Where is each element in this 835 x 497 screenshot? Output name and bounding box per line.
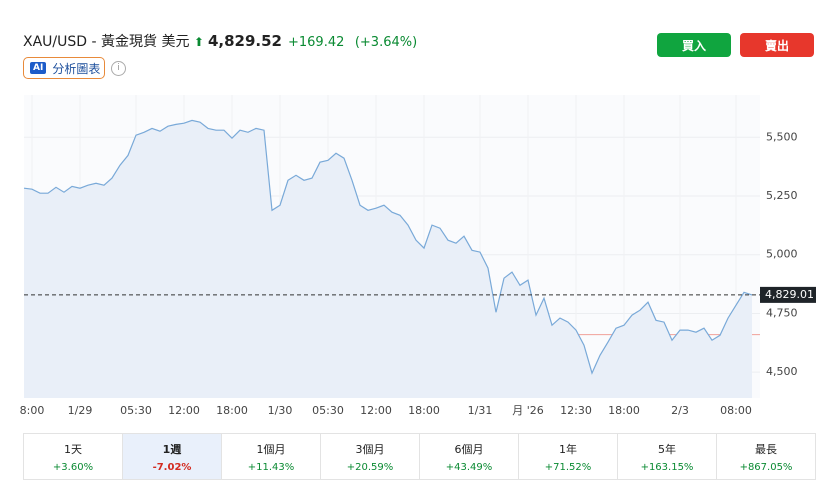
x-tick-label: 8:00 [20, 404, 45, 417]
period-tab[interactable]: 5年 +163.15% [618, 434, 717, 479]
x-tick-label: 1/31 [468, 404, 493, 417]
period-tab[interactable]: 1個月 +11.43% [222, 434, 321, 479]
symbol: XAU/USD - 黃金現貨 美元 [23, 34, 190, 50]
period-tab[interactable]: 6個月 +43.49% [420, 434, 519, 479]
period-change: +867.05% [739, 461, 793, 473]
period-change: +20.59% [346, 461, 394, 473]
buy-button[interactable]: 買入 [657, 33, 731, 57]
period-tab[interactable]: 最長 +867.05% [717, 434, 815, 479]
period-change: +71.52% [544, 461, 592, 473]
period-label: 1年 [559, 442, 577, 456]
period-tab[interactable]: 1天 +3.60% [24, 434, 123, 479]
x-tick-label: 1/30 [268, 404, 293, 417]
area [24, 120, 752, 399]
x-tick-label: 18:00 [608, 404, 640, 417]
x-tick-label: 12:00 [360, 404, 392, 417]
x-tick-label: 月 '26 [512, 404, 544, 417]
current-price-label: 4,829.01 [765, 288, 814, 301]
period-tab[interactable]: 1週 -7.02% [123, 434, 222, 479]
period-label: 1週 [162, 442, 182, 456]
period-label: 3個月 [355, 442, 385, 456]
ai-icon: AI [30, 62, 47, 74]
period-label: 6個月 [454, 442, 484, 456]
ai-button[interactable]: AI 分析圖表 [23, 57, 105, 79]
y-tick-label: 5,500 [766, 130, 798, 143]
change: +169.42 [288, 35, 345, 50]
period-change: +3.60% [52, 461, 94, 473]
x-tick-label: 12:30 [560, 404, 592, 417]
period-label: 最長 [755, 442, 777, 456]
price-line [23, 119, 753, 375]
period-change: +11.43% [247, 461, 295, 473]
period-label: 1個月 [256, 442, 286, 456]
period-change: +43.49% [445, 461, 493, 473]
period-tab[interactable]: 1年 +71.52% [519, 434, 618, 479]
period-change: +163.15% [640, 461, 694, 473]
y-tick-label: 5,000 [766, 248, 798, 261]
current-price-box [760, 286, 816, 303]
x-tick-label: 12:00 [168, 404, 200, 417]
x-tick-label: 08:00 [720, 404, 752, 417]
ai-label: 分析圖表 [52, 61, 101, 76]
quote-header: XAU/USD - 黃金現貨 美元 ⬆ 4,829.52 +169.42 (+3.6… [23, 31, 417, 51]
period-tabs: 1天 +3.60% 1週 -7.02% 1個月 +11.43% 3個月 +20.59% 6個月 +… [23, 433, 816, 480]
period-label: 5年 [658, 442, 676, 456]
y-tick-label: 4,750 [766, 306, 798, 319]
x-tick-label: 05:30 [120, 404, 152, 417]
x-tick-label: 18:00 [408, 404, 440, 417]
y-tick-label: 5,250 [766, 189, 798, 202]
x-tick-label: 18:00 [216, 404, 248, 417]
period-label: 1天 [64, 442, 82, 456]
chart: 4,500 4,750 5,000 5,250 5,500 8:00 1/29 05:30 12… [19, 119, 816, 417]
x-tick-label: 05:30 [312, 404, 344, 417]
y-tick-label: 4,500 [766, 365, 798, 378]
x-tick-label: 1/29 [68, 404, 93, 417]
info-icon[interactable]: i [111, 61, 126, 76]
price: 4,829.52 [207, 32, 282, 50]
x-tick-label: 2/3 [671, 404, 689, 417]
sell-button[interactable]: 賣出 [740, 33, 814, 57]
period-change: -7.02% [152, 461, 192, 473]
change-pct: (+3.64%) [354, 35, 418, 50]
up-arrow: ⬆ [193, 35, 204, 49]
period-tab[interactable]: 3個月 +20.59% [321, 434, 420, 479]
